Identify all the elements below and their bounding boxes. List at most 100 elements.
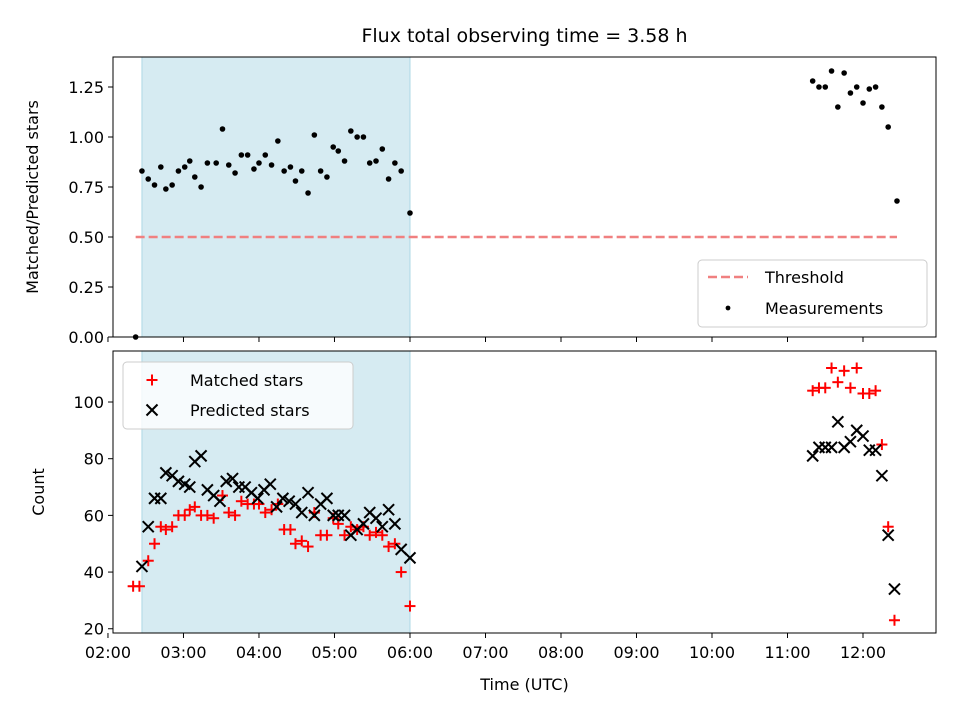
legend-measurements-label: Measurements: [765, 299, 883, 318]
predicted-star-point: [220, 475, 233, 488]
matched-star-point: [189, 501, 201, 513]
matched-star-point: [201, 509, 213, 521]
predicted-star-point: [881, 529, 895, 542]
measurement-point: [894, 198, 900, 204]
matched-star-point: [851, 362, 863, 374]
matched-star-point: [179, 509, 191, 521]
measurement-point: [360, 134, 367, 140]
matched-star-point: [838, 365, 850, 377]
predicted-star-point: [357, 517, 370, 531]
measurement-point: [181, 164, 188, 170]
predicted-star-point: [183, 480, 196, 494]
matched-star-point: [876, 439, 888, 451]
measurement-point: [244, 152, 251, 158]
matched-star-point: [289, 538, 301, 550]
count-y-tick-label: 60: [84, 506, 104, 525]
predicted-star-point: [888, 582, 901, 596]
measurement-point: [268, 162, 275, 168]
predicted-star-point: [376, 520, 389, 533]
predicted-star-point: [159, 466, 173, 480]
predicted-star-point: [875, 469, 889, 482]
matched-star-point: [376, 529, 388, 541]
matched-star-point: [223, 507, 235, 519]
x-axis-label: Time (UTC): [479, 675, 568, 694]
measurement-point: [828, 68, 835, 74]
predicted-star-point: [844, 435, 857, 448]
predicted-star-point: [213, 495, 227, 508]
matched-star-point: [404, 600, 416, 612]
matched-star-point: [284, 524, 296, 536]
ratio-panel: 0.00 0.25 0.50 0.75 1.00 1.25 Flux total obse…: [23, 25, 937, 347]
legend-matched-swatch: [146, 374, 158, 386]
matched-star-point: [160, 524, 172, 536]
measurement-point: [366, 160, 373, 166]
matched-star-point: [321, 529, 333, 541]
predicted-star-point: [142, 520, 155, 533]
measurement-point: [860, 100, 866, 106]
chart-title: Flux total observing time = 3.58 h: [361, 25, 687, 47]
count-x-tick-label: 10:00: [689, 643, 735, 662]
predicted-star-point: [856, 429, 870, 443]
measurement-point: [885, 124, 891, 130]
legend-plus-marker: [146, 374, 158, 386]
matched-star-point: [888, 614, 900, 626]
legend-threshold-label: Threshold: [764, 268, 844, 287]
measurement-point: [822, 84, 829, 90]
measurement-point: [341, 158, 348, 164]
measurement-point: [373, 158, 379, 164]
matched-star-point: [364, 529, 376, 541]
measurement-point: [169, 182, 175, 188]
measurement-point: [385, 176, 392, 182]
matched-star-point: [339, 529, 351, 541]
matched-star-point: [383, 541, 395, 553]
measurement-point: [204, 160, 211, 166]
predicted-star-point: [320, 492, 334, 505]
measurement-point: [219, 126, 226, 132]
matched-star-point: [259, 507, 271, 519]
measurement-point: [225, 162, 232, 168]
count-legend: Matched stars Predicted stars: [122, 361, 354, 430]
matched-star-point: [389, 538, 401, 550]
measurement-point: [238, 152, 245, 158]
measurement-point: [311, 132, 318, 138]
matched-star-point: [302, 541, 314, 553]
count-y-tick-label: 100: [73, 393, 104, 412]
measurement-point: [841, 70, 847, 76]
measurement-point: [281, 168, 287, 174]
predicted-star-point: [135, 560, 149, 573]
measurement-point: [287, 164, 294, 170]
count-y-tick-label: 20: [84, 620, 104, 639]
predicted-star-point: [869, 443, 882, 457]
matched-star-point: [229, 509, 241, 521]
predicted-star-point: [270, 500, 283, 514]
ratio-y-tick-label: 0.50: [68, 228, 104, 247]
measurement-point: [392, 160, 398, 166]
predicted-star-point: [264, 477, 277, 491]
predicted-star-point: [251, 492, 264, 505]
predicted-star-point: [301, 486, 315, 499]
ratio-y-tick-label: 1.00: [68, 128, 104, 147]
matched-star-point: [819, 382, 831, 394]
count-y-axis-label: Count: [29, 468, 48, 516]
matched-star-point: [266, 504, 278, 516]
ratio-legend: Threshold Measurements: [697, 259, 928, 328]
matched-star-point: [296, 535, 308, 547]
measurement-point: [186, 158, 193, 164]
measurement-point: [809, 78, 816, 84]
legend-matched-label: Matched stars: [190, 371, 303, 390]
ratio-y-axis-label: Matched/Predicted stars: [23, 100, 42, 294]
measurement-point: [879, 104, 885, 110]
measurement-point: [379, 146, 386, 152]
matched-star-point: [826, 362, 838, 374]
measurement-point: [139, 168, 145, 174]
predicted-star-point: [369, 512, 383, 525]
matched-star-point: [133, 580, 145, 592]
legend-predicted-swatch: [145, 403, 159, 417]
ratio-y-tick-label: 0.75: [68, 178, 104, 197]
measurement-point: [407, 210, 413, 216]
count-panel-frame: [112, 350, 937, 634]
count-x-tick-label: 11:00: [764, 643, 810, 662]
matched-star-point: [235, 495, 247, 507]
predicted-star-point: [289, 497, 302, 511]
matched-star-point: [832, 376, 844, 388]
